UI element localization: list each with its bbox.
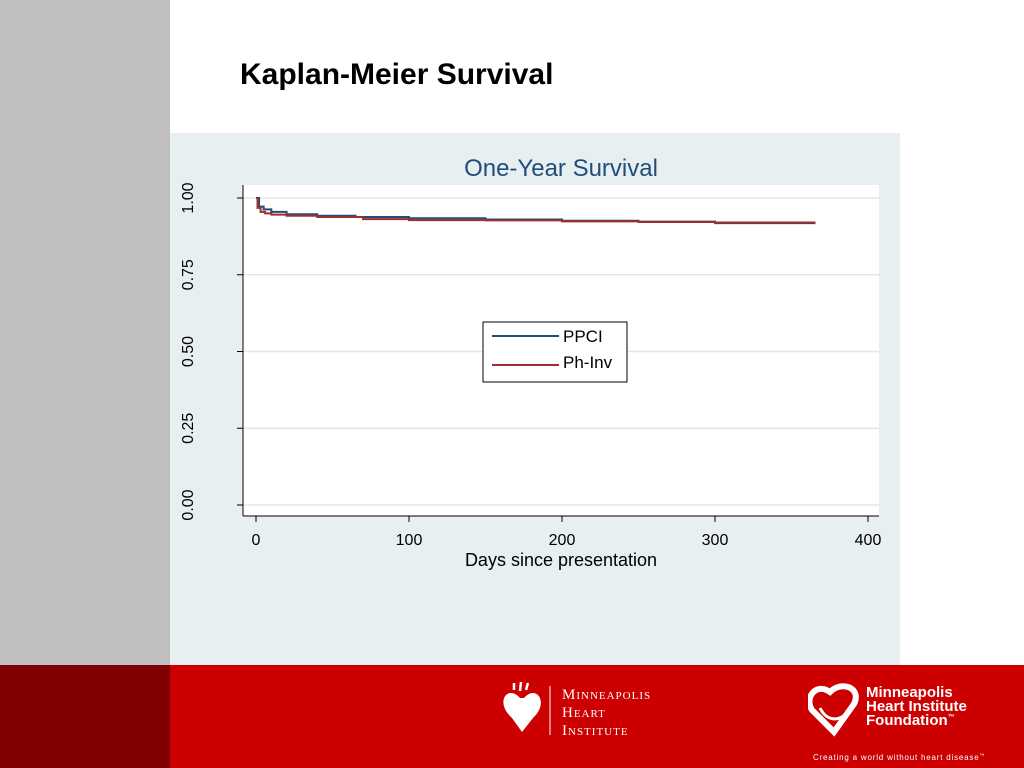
footer-dark-band: [0, 665, 170, 768]
footer: Minneapolis Heart Institute Minneapolis …: [0, 665, 1024, 768]
heart-ribbon-icon: [808, 683, 859, 737]
mhi-logo-line2: Heart: [562, 705, 606, 721]
series-line-ph-inv: [256, 197, 816, 224]
x-tick-label-1: 100: [396, 532, 423, 549]
x-tick-label-3: 300: [702, 532, 729, 549]
legend-label-ph-inv: Ph-Inv: [563, 353, 613, 372]
chart-title: One-Year Survival: [464, 155, 658, 182]
chart-panel: One-Year Survival 0.00 0.25 0.50 0.75 1.00 0…: [170, 133, 900, 665]
slide-title: Kaplan-Meier Survival: [240, 58, 554, 91]
left-band: [0, 0, 170, 665]
x-axis-label: Days since presentation: [465, 550, 657, 570]
mhif-logo-line1: Minneapolis: [866, 684, 953, 701]
mhi-logo: Minneapolis Heart Institute: [503, 681, 651, 739]
mhif-logo-line3: Foundation™: [866, 712, 955, 729]
mhif-logo-line2: Heart Institute: [866, 698, 967, 715]
y-tick-label-3: 0.75: [180, 259, 197, 290]
legend: PPCI Ph-Inv: [482, 321, 628, 383]
y-tick-label-0: 0.00: [180, 489, 197, 520]
y-tick-label-4: 1.00: [180, 182, 197, 213]
x-tick-label-2: 200: [549, 532, 576, 549]
mhif-tagline: Creating a world without heart disease™: [813, 753, 985, 762]
mhi-logo-line1: Minneapolis: [562, 687, 651, 703]
mhif-logo-trademark: ™: [948, 714, 955, 721]
mhif-logo: Minneapolis Heart Institute Foundation™ …: [808, 683, 985, 762]
survival-chart: One-Year Survival 0.00 0.25 0.50 0.75 1.00 0…: [180, 155, 882, 570]
legend-label-ppci: PPCI: [563, 327, 603, 346]
series-lines: [256, 197, 816, 225]
x-tick-label-4: 400: [855, 532, 882, 549]
y-axis-ticks: 0.00 0.25 0.50 0.75 1.00: [180, 182, 243, 521]
mhif-tagline-trademark: ™: [979, 753, 985, 759]
mhif-logo-line3-text: Foundation: [866, 712, 948, 729]
y-tick-label-1: 0.25: [180, 413, 197, 444]
x-axis-ticks: 0 100 200 300 400: [252, 516, 882, 549]
mhif-tagline-text: Creating a world without heart disease: [813, 753, 979, 762]
x-tick-label-0: 0: [252, 532, 261, 549]
mhi-logo-line3: Institute: [562, 723, 629, 739]
legend-box: [482, 321, 628, 383]
y-tick-label-2: 0.50: [180, 336, 197, 367]
heart-icon: [503, 681, 541, 732]
